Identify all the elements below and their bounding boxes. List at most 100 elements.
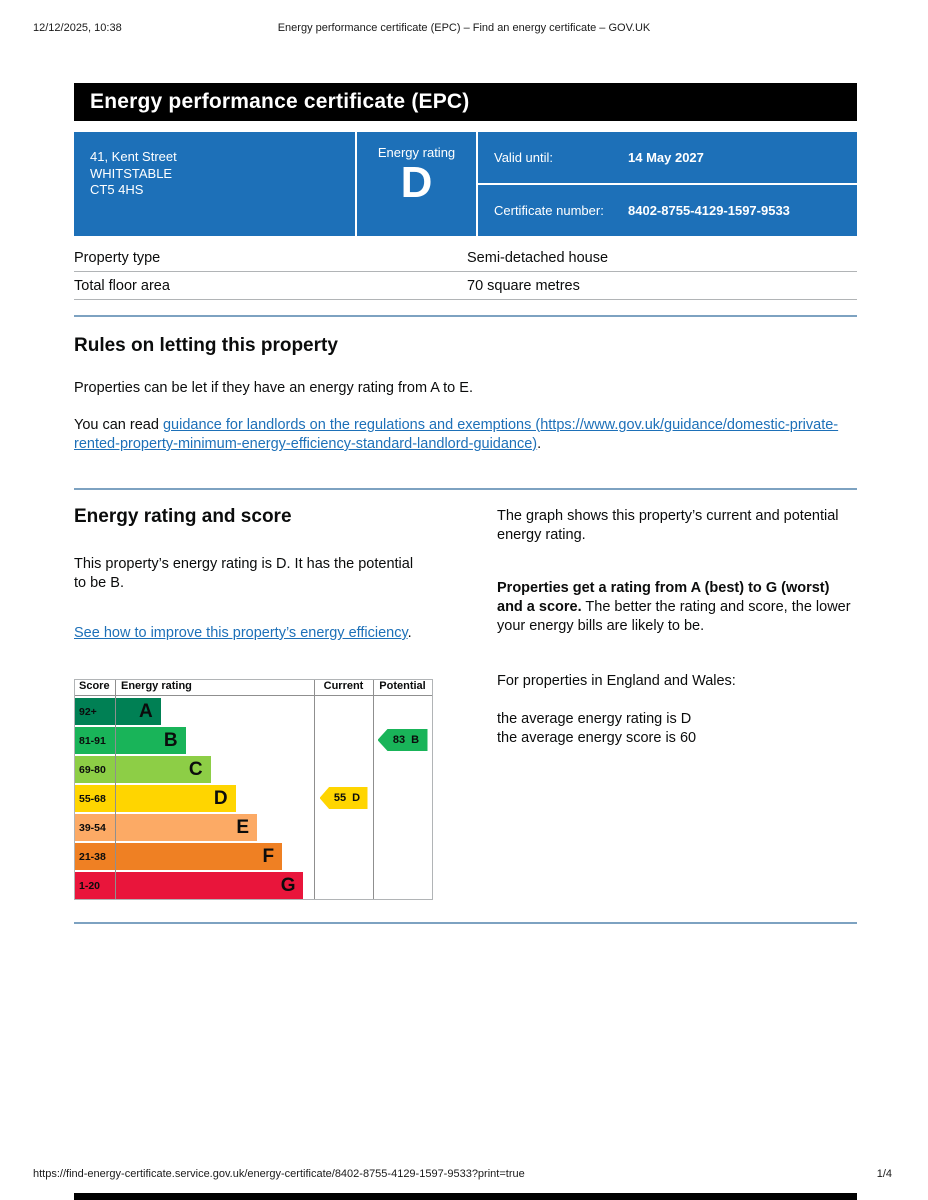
score-column-header: Score	[79, 680, 110, 692]
section-divider	[74, 488, 857, 490]
guidance-link-prefix: You can read	[74, 417, 163, 433]
floor-area-label: Total floor area	[74, 277, 170, 294]
average-rating-line: the average energy rating is D	[497, 711, 692, 727]
graph-intro-paragraph: The graph shows this property’s current …	[497, 508, 839, 543]
page-title: Energy performance certificate (EPC)	[74, 83, 857, 121]
certificate-summary-panel: 41, Kent Street WHITSTABLE CT5 4HS Energ…	[74, 132, 857, 236]
epc-band-score: 81-91	[79, 734, 106, 747]
rating-column-header: Energy rating	[121, 680, 192, 692]
valid-until-label: Valid until:	[494, 150, 554, 165]
epc-band-score: 39-54	[79, 821, 106, 834]
property-type-label: Property type	[74, 249, 161, 266]
property-facts-table: Property type Semi-detached house Total …	[74, 244, 857, 300]
print-page-title: Energy performance certificate (EPC) – F…	[277, 22, 651, 34]
certificate-page: Energy performance certificate (EPC) 41,…	[74, 83, 857, 924]
table-row: Property type Semi-detached house	[74, 244, 857, 272]
epc-band-letter: E	[236, 817, 250, 838]
improve-paragraph: See how to improve this property’s energ…	[74, 624, 419, 643]
epc-band-row-b: 81-91 B	[75, 725, 432, 754]
address-line-3: CT5 4HS	[90, 182, 144, 197]
epc-band-bar: 1-20 G	[75, 872, 304, 899]
epc-band-score: 69-80	[79, 763, 106, 776]
guidance-link-suffix: .	[537, 436, 542, 452]
epc-graph-header: Score Energy rating Current Potential	[75, 680, 432, 696]
epc-band-letter: D	[213, 788, 228, 809]
epc-band-bar: 81-91 B	[75, 727, 186, 754]
rating-explanation-paragraph: Properties get a rating from A (best) to…	[497, 579, 857, 636]
epc-band-score: 1-20	[79, 879, 101, 892]
potential-column-header: Potential	[379, 680, 426, 692]
epc-band-letter: C	[188, 759, 203, 780]
rules-guidance-paragraph: You can read guidance for landlords on t…	[74, 416, 857, 454]
potential-column-divider	[373, 680, 374, 899]
energy-rating-section: Energy rating and score This property’s …	[74, 506, 857, 900]
valid-until-row: Valid until: 14 May 2027	[478, 132, 857, 183]
energy-rating-box: Energy rating D	[357, 132, 476, 236]
average-score-line: the average energy score is 60	[497, 730, 697, 746]
potential-marker: 83 B	[377, 729, 428, 751]
valid-until-value: 14 May 2027	[628, 150, 704, 165]
rating-left-column: Energy rating and score This property’s …	[74, 506, 433, 900]
table-row: Total floor area 70 square metres	[74, 272, 857, 300]
improve-link-suffix: .	[407, 625, 412, 641]
section-divider	[74, 315, 857, 317]
address-line-1: 41, Kent Street	[90, 149, 177, 164]
epc-band-row-c: 69-80 C	[75, 754, 432, 783]
epc-band-bar: 21-38 F	[75, 843, 283, 870]
epc-band-row-f: 21-38 F	[75, 841, 432, 870]
certificate-number-value: 8402-8755-4129-1597-9533	[628, 203, 790, 218]
rating-right-column: The graph shows this property’s current …	[497, 506, 857, 900]
epc-rating-graph: Score Energy rating Current Potential 92…	[74, 679, 433, 900]
potential-marker-letter: B	[411, 734, 420, 746]
epc-band-letter: G	[280, 875, 296, 896]
current-marker: 55 D	[319, 787, 368, 809]
epc-band-letter: B	[163, 730, 178, 751]
current-marker-letter: D	[352, 792, 361, 804]
rating-intro-paragraph: This property’s energy rating is D. It h…	[74, 556, 414, 591]
current-marker-score: 55	[333, 792, 347, 804]
current-column-header: Current	[323, 680, 364, 692]
potential-marker-score: 83	[392, 734, 406, 746]
energy-rating-label: Energy rating	[377, 145, 456, 160]
epc-band-bar: 69-80 C	[75, 756, 211, 783]
improve-efficiency-link[interactable]: See how to improve this property’s energ…	[74, 625, 408, 641]
property-address: 41, Kent Street WHITSTABLE CT5 4HS	[74, 132, 355, 236]
rules-paragraph: Properties can be let if they have an en…	[74, 380, 473, 396]
current-column-divider	[314, 680, 315, 899]
property-type-value: Semi-detached house	[467, 249, 609, 266]
epc-band-row-e: 39-54 E	[75, 812, 432, 841]
rules-heading: Rules on letting this property	[74, 335, 338, 356]
section-divider	[74, 922, 857, 924]
energy-rating-letter: D	[400, 158, 433, 207]
epc-bands: 92+ A 81-91 B 69-80 C 55-68 D 39-54 E 21-38 F 1-20 G	[75, 696, 432, 899]
epc-band-bar: 55-68 D	[75, 785, 236, 812]
energy-rating-heading: Energy rating and score	[74, 506, 292, 527]
epc-band-score: 92+	[79, 705, 97, 718]
epc-band-letter: F	[262, 846, 275, 867]
epc-band-score: 55-68	[79, 792, 106, 805]
epc-band-bar: 39-54 E	[75, 814, 258, 841]
page-indicator: 1/4	[876, 1168, 892, 1180]
region-paragraph: For properties in England and Wales:	[497, 673, 736, 689]
certificate-number-row: Certificate number: 8402-8755-4129-1597-…	[478, 185, 857, 236]
address-line-2: WHITSTABLE	[90, 165, 173, 181]
landlord-guidance-link[interactable]: guidance for landlords on the regulation…	[74, 417, 839, 452]
explanation-bold: Properties get a rating from A (best) to…	[497, 580, 830, 615]
epc-band-letter: A	[138, 701, 153, 722]
browser-print-header: 12/12/2025, 10:38 Energy performance cer…	[0, 0, 928, 36]
certificate-meta: Valid until: 14 May 2027 Certificate num…	[478, 132, 857, 236]
epc-band-score: 21-38	[79, 850, 106, 863]
print-url: https://find-energy-certificate.service.…	[33, 1168, 525, 1180]
floor-area-value: 70 square metres	[467, 277, 580, 294]
column-gap	[433, 506, 497, 900]
certificate-number-label: Certificate number:	[494, 203, 604, 218]
next-page-banner-edge	[74, 1193, 857, 1200]
epc-band-bar: 92+ A	[75, 698, 161, 725]
epc-band-row-d: 55-68 D	[75, 783, 432, 812]
score-column-divider	[115, 680, 116, 899]
epc-band-row-g: 1-20 G	[75, 870, 432, 899]
explanation-rest: The better the rating and score, the low…	[497, 599, 851, 634]
print-timestamp: 12/12/2025, 10:38	[33, 22, 122, 34]
averages-paragraph: the average energy rating is D the avera…	[497, 710, 857, 748]
epc-band-row-a: 92+ A	[75, 696, 432, 725]
